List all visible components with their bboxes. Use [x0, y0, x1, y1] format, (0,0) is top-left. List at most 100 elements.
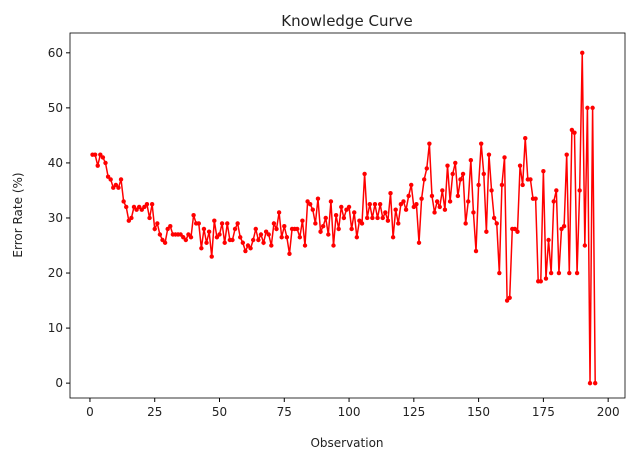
x-tick-label: 175: [532, 405, 555, 419]
data-point: [377, 202, 383, 207]
data-point: [517, 163, 523, 168]
data-point: [217, 232, 222, 237]
data-point: [181, 235, 186, 240]
data-point: [206, 229, 212, 234]
data-point: [103, 160, 108, 166]
data-point: [352, 210, 357, 215]
data-point: [434, 199, 440, 204]
data-point: [98, 152, 103, 157]
x-tick-label: 0: [86, 405, 94, 419]
data-point: [380, 215, 385, 221]
data-point: [310, 207, 315, 212]
data-point: [460, 171, 466, 177]
data-point: [111, 185, 116, 190]
data-point: [357, 218, 362, 223]
data-point: [131, 204, 137, 210]
data-point: [429, 193, 435, 199]
data-point: [248, 246, 253, 251]
data-point: [507, 295, 512, 301]
data-point: [362, 171, 367, 177]
data-point: [250, 237, 256, 243]
data-point: [437, 204, 442, 210]
data-point: [274, 226, 279, 232]
data-point: [305, 199, 310, 204]
data-point: [302, 243, 308, 248]
data-point: [587, 380, 593, 386]
data-point: [354, 235, 360, 240]
data-point: [414, 202, 419, 207]
data-point: [468, 157, 474, 163]
data-point: [582, 243, 588, 248]
data-point: [466, 199, 471, 204]
data-point: [427, 141, 432, 146]
data-point: [346, 204, 352, 210]
x-tick-label: 75: [277, 405, 292, 419]
data-point: [331, 243, 336, 248]
data-point: [390, 235, 396, 240]
data-point: [447, 199, 453, 204]
data-point: [590, 105, 595, 111]
data-point: [491, 215, 497, 221]
data-point: [494, 221, 499, 226]
data-point: [341, 215, 347, 221]
data-point: [481, 171, 486, 177]
data-point: [409, 182, 414, 188]
y-tick-label: 40: [48, 156, 63, 170]
y-tick-label: 60: [48, 46, 63, 60]
data-point: [453, 160, 458, 166]
y-axis-label: Error Rate (%): [11, 172, 25, 257]
data-point: [403, 207, 409, 212]
data-point: [541, 168, 546, 174]
data-point: [349, 226, 354, 232]
data-point: [450, 171, 455, 177]
data-point: [201, 226, 207, 232]
data-point: [419, 196, 424, 201]
data-point: [113, 182, 119, 188]
data-point: [574, 270, 580, 276]
data-point: [105, 174, 111, 179]
data-point: [554, 188, 559, 193]
data-point: [266, 232, 271, 237]
data-point: [300, 218, 305, 223]
data-point: [388, 191, 393, 196]
y-tick-label: 10: [48, 321, 63, 335]
data-point: [543, 276, 549, 281]
data-point: [263, 229, 269, 234]
data-point: [336, 226, 341, 232]
data-point: [411, 204, 417, 210]
data-point: [183, 237, 189, 243]
data-point: [455, 193, 461, 199]
data-point: [572, 130, 577, 135]
data-point: [129, 215, 134, 221]
data-point: [186, 232, 191, 237]
data-point: [396, 221, 401, 226]
x-tick-label: 100: [338, 405, 361, 419]
x-tick-label: 125: [402, 405, 425, 419]
x-tick-label: 200: [597, 405, 620, 419]
data-point: [149, 202, 155, 207]
data-point: [258, 232, 264, 237]
data-point: [401, 199, 406, 204]
data-point: [121, 199, 126, 204]
data-point: [243, 248, 248, 254]
data-point: [238, 235, 243, 240]
data-point: [147, 215, 152, 221]
data-point: [155, 221, 160, 226]
data-point: [489, 188, 494, 193]
data-point: [333, 213, 339, 218]
data-point: [561, 224, 567, 229]
data-point: [126, 218, 132, 223]
data-point: [124, 204, 129, 210]
data-point: [372, 202, 378, 207]
data-point: [502, 155, 507, 160]
data-point: [523, 135, 528, 141]
data-point: [445, 163, 450, 168]
data-point: [188, 235, 194, 240]
data-point: [593, 380, 598, 386]
data-point: [287, 251, 292, 256]
y-tick-label: 0: [55, 376, 63, 390]
data-point: [442, 207, 448, 212]
data-point: [276, 210, 282, 215]
data-point: [432, 210, 437, 215]
data-point: [116, 185, 121, 190]
